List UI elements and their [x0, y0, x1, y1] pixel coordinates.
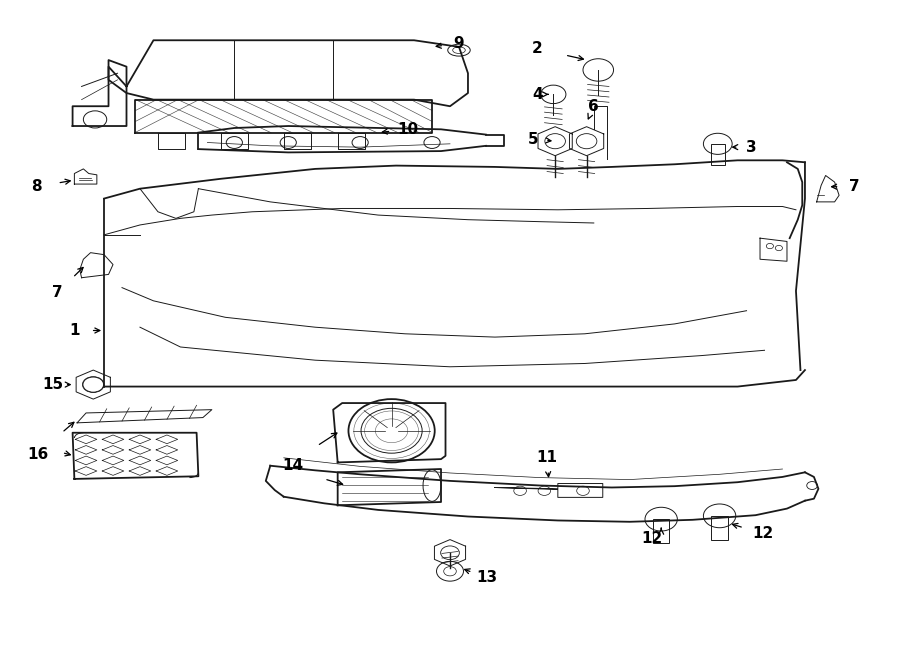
Text: 15: 15 — [42, 377, 63, 392]
Text: 13: 13 — [476, 570, 498, 586]
Text: 9: 9 — [454, 36, 464, 51]
Text: 2: 2 — [532, 42, 543, 56]
Text: 1: 1 — [69, 323, 79, 338]
Text: 10: 10 — [397, 122, 418, 137]
Text: 4: 4 — [532, 87, 543, 102]
Text: 7: 7 — [52, 285, 63, 299]
Text: 14: 14 — [283, 458, 303, 473]
Text: 3: 3 — [746, 139, 756, 155]
Text: 16: 16 — [28, 447, 50, 462]
Text: 7: 7 — [849, 179, 859, 194]
Text: 8: 8 — [32, 179, 42, 194]
Text: 12: 12 — [752, 526, 773, 541]
Text: 11: 11 — [536, 449, 558, 465]
Text: 6: 6 — [589, 98, 599, 114]
Text: 12: 12 — [642, 531, 662, 546]
Text: 5: 5 — [527, 132, 538, 147]
